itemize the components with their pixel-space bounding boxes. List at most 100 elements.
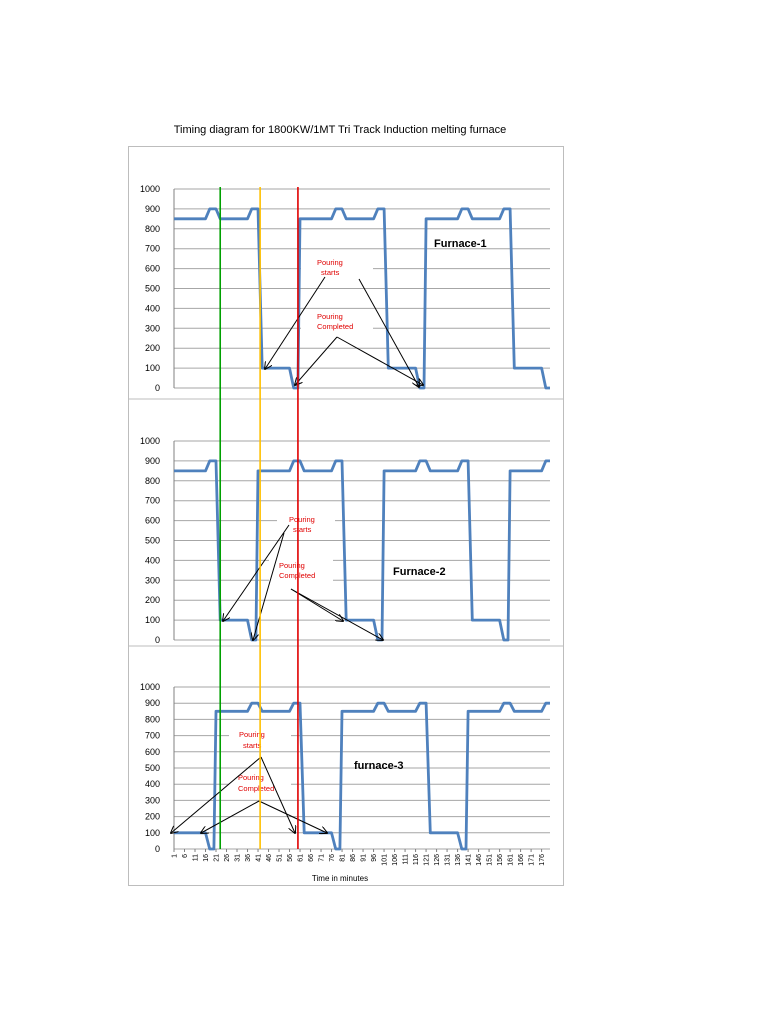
annotation-arrow [223,524,290,621]
x-tick-label: 156 [497,854,504,866]
x-tick-label: 76 [329,854,336,862]
y-tick-label: 200 [145,812,160,822]
annotation-box [269,559,333,581]
x-tick-label: 31 [235,854,242,862]
x-tick-label: 121 [424,854,431,866]
y-tick-label: 900 [145,456,160,466]
y-tick-label: 100 [145,615,160,625]
y-tick-label: 100 [145,828,160,838]
y-tick-label: 600 [145,516,160,526]
annotation-text: Completed [238,784,274,793]
y-tick-label: 1000 [140,436,160,446]
y-tick-label: 700 [145,244,160,254]
annotation-text: Pouring [289,515,315,524]
annotation-arrow [336,336,423,385]
x-axis-label: Time in minutes [312,874,368,883]
x-tick-label: 91 [361,854,368,862]
annotation-arrow [290,588,383,640]
y-tick-label: 600 [145,264,160,274]
x-tick-label: 136 [455,854,462,866]
annotation-arrow [260,756,295,833]
x-tick-label: 51 [277,854,284,862]
y-tick-label: 300 [145,575,160,585]
annotation-arrow [253,532,285,640]
x-tick-label: 86 [350,854,357,862]
y-tick-label: 0 [155,844,160,854]
annotation-arrow [258,800,327,833]
x-tick-label: 171 [529,854,536,866]
annotation-arrow [358,278,419,387]
annotation-text: starts [243,741,262,750]
y-tick-label: 800 [145,224,160,234]
x-tick-label: 116 [413,854,420,865]
annotation-text: starts [293,525,312,534]
y-tick-label: 500 [145,284,160,294]
x-tick-label: 96 [371,854,378,862]
x-tick-label: 26 [224,854,231,862]
chart-frame: 0 100 200 300 400 500 600 700 800 900 1000 Furnace-… [128,146,564,886]
annotation-box [301,309,373,331]
x-tick-label: 111 [403,854,410,865]
annotation-text: starts [321,268,340,277]
y-tick-label: 500 [145,763,160,773]
x-tick-label: 36 [245,854,252,862]
annotation-arrow [295,336,338,385]
annotation-arrow [171,756,262,833]
y-tick-label: 400 [145,303,160,313]
y-tick-label: 300 [145,323,160,333]
furnace-label: furnace-3 [354,760,404,772]
y-tick-label: 100 [145,363,160,373]
annotation-text: Pouring [238,773,264,782]
y-tick-label: 1000 [140,184,160,194]
series-line [174,459,550,642]
x-tick-label: 166 [518,854,525,866]
x-tick-label: 71 [319,854,326,862]
y-tick-label: 900 [145,204,160,214]
y-tick-label: 800 [145,714,160,724]
series-line [174,701,550,851]
annotation-text: Pouring [279,561,305,570]
annotation-arrow [265,276,326,369]
x-tick-label: 131 [445,854,452,866]
annotation-text: Pouring [239,730,265,739]
x-tick-label: 61 [298,854,305,862]
y-tick-label: 0 [155,383,160,393]
y-tick-label: 1000 [140,682,160,692]
x-tick-label: 176 [539,854,546,866]
x-tick-label: 66 [308,854,315,862]
x-tick-label: 146 [476,854,483,866]
x-tick-label: 106 [392,854,399,866]
y-tick-label: 200 [145,595,160,605]
x-tick-label: 11 [193,854,200,861]
x-tick-label: 46 [266,854,273,862]
y-tick-label: 700 [145,496,160,506]
x-tick-label: 56 [287,854,294,862]
y-tick-label: 200 [145,343,160,353]
annotation-box [301,255,373,277]
timing-chart: 01002003004005006007008009001000Furnace-… [129,184,563,883]
x-tick-label: 16 [203,854,210,862]
x-tick-label: 161 [508,854,515,866]
x-tick-label: 126 [434,854,441,866]
annotation-text: Completed [317,322,353,331]
annotation-box [277,513,335,535]
y-tick-label: 900 [145,698,160,708]
furnace-label: Furnace-2 [393,566,446,578]
x-tick-label: 151 [487,854,494,866]
y-tick-label: 400 [145,555,160,565]
x-tick-label: 101 [382,854,389,866]
annotation-text: Pouring [317,258,343,267]
x-tick-label: 41 [256,854,263,862]
series-line [174,207,550,390]
y-tick-label: 600 [145,747,160,757]
y-tick-label: 700 [145,731,160,741]
chart-title: Timing diagram for 1800KW/1MT Tri Track … [173,124,507,136]
annotation-arrow [201,800,260,833]
y-tick-label: 0 [155,635,160,645]
furnace-label: Furnace-1 [434,238,487,250]
annotation-text: Pouring [317,312,343,321]
x-tick-label: 1 [172,854,179,858]
x-tick-label: 81 [340,854,347,862]
y-tick-label: 500 [145,536,160,546]
x-tick-label: 141 [466,854,473,866]
